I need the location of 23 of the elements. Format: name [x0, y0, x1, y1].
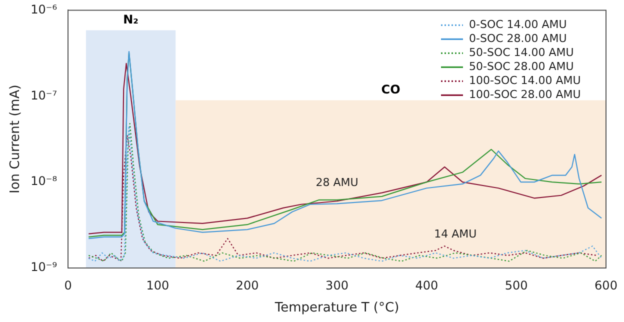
y-tick-label: 10⁻⁶	[30, 2, 58, 16]
legend-label: 50-SOC 14.00 AMU	[469, 46, 574, 60]
x-tick-label: 400	[415, 278, 438, 292]
y-tick-label: 10⁻⁹	[30, 260, 58, 274]
y-tick-label: 10⁻⁸	[30, 174, 58, 188]
legend-label: 100-SOC 14.00 AMU	[469, 74, 581, 88]
y-axis-title: Ion Current (mA)	[8, 84, 24, 194]
x-tick-label: 0	[64, 278, 72, 292]
legend-label: 50-SOC 28.00 AMU	[469, 60, 574, 74]
x-axis-title: Temperature T (°C)	[274, 300, 400, 316]
x-tick-label: 600	[594, 278, 618, 292]
legend-label: 0-SOC 14.00 AMU	[469, 18, 567, 32]
x-tick-label: 300	[326, 278, 348, 292]
legend-label: 100-SOC 28.00 AMU	[469, 88, 581, 102]
annotation: 14 AMU	[434, 227, 477, 240]
band-label: N₂	[123, 12, 138, 26]
band-label: CO	[381, 82, 400, 96]
y-tick-label: 10⁻⁷	[30, 88, 58, 102]
x-tick-label: 500	[504, 278, 528, 292]
x-tick-label: 200	[236, 278, 259, 292]
x-tick-label: 100	[146, 278, 170, 292]
legend-label: 0-SOC 28.00 AMU	[469, 32, 567, 46]
annotation: 28 AMU	[316, 176, 358, 189]
